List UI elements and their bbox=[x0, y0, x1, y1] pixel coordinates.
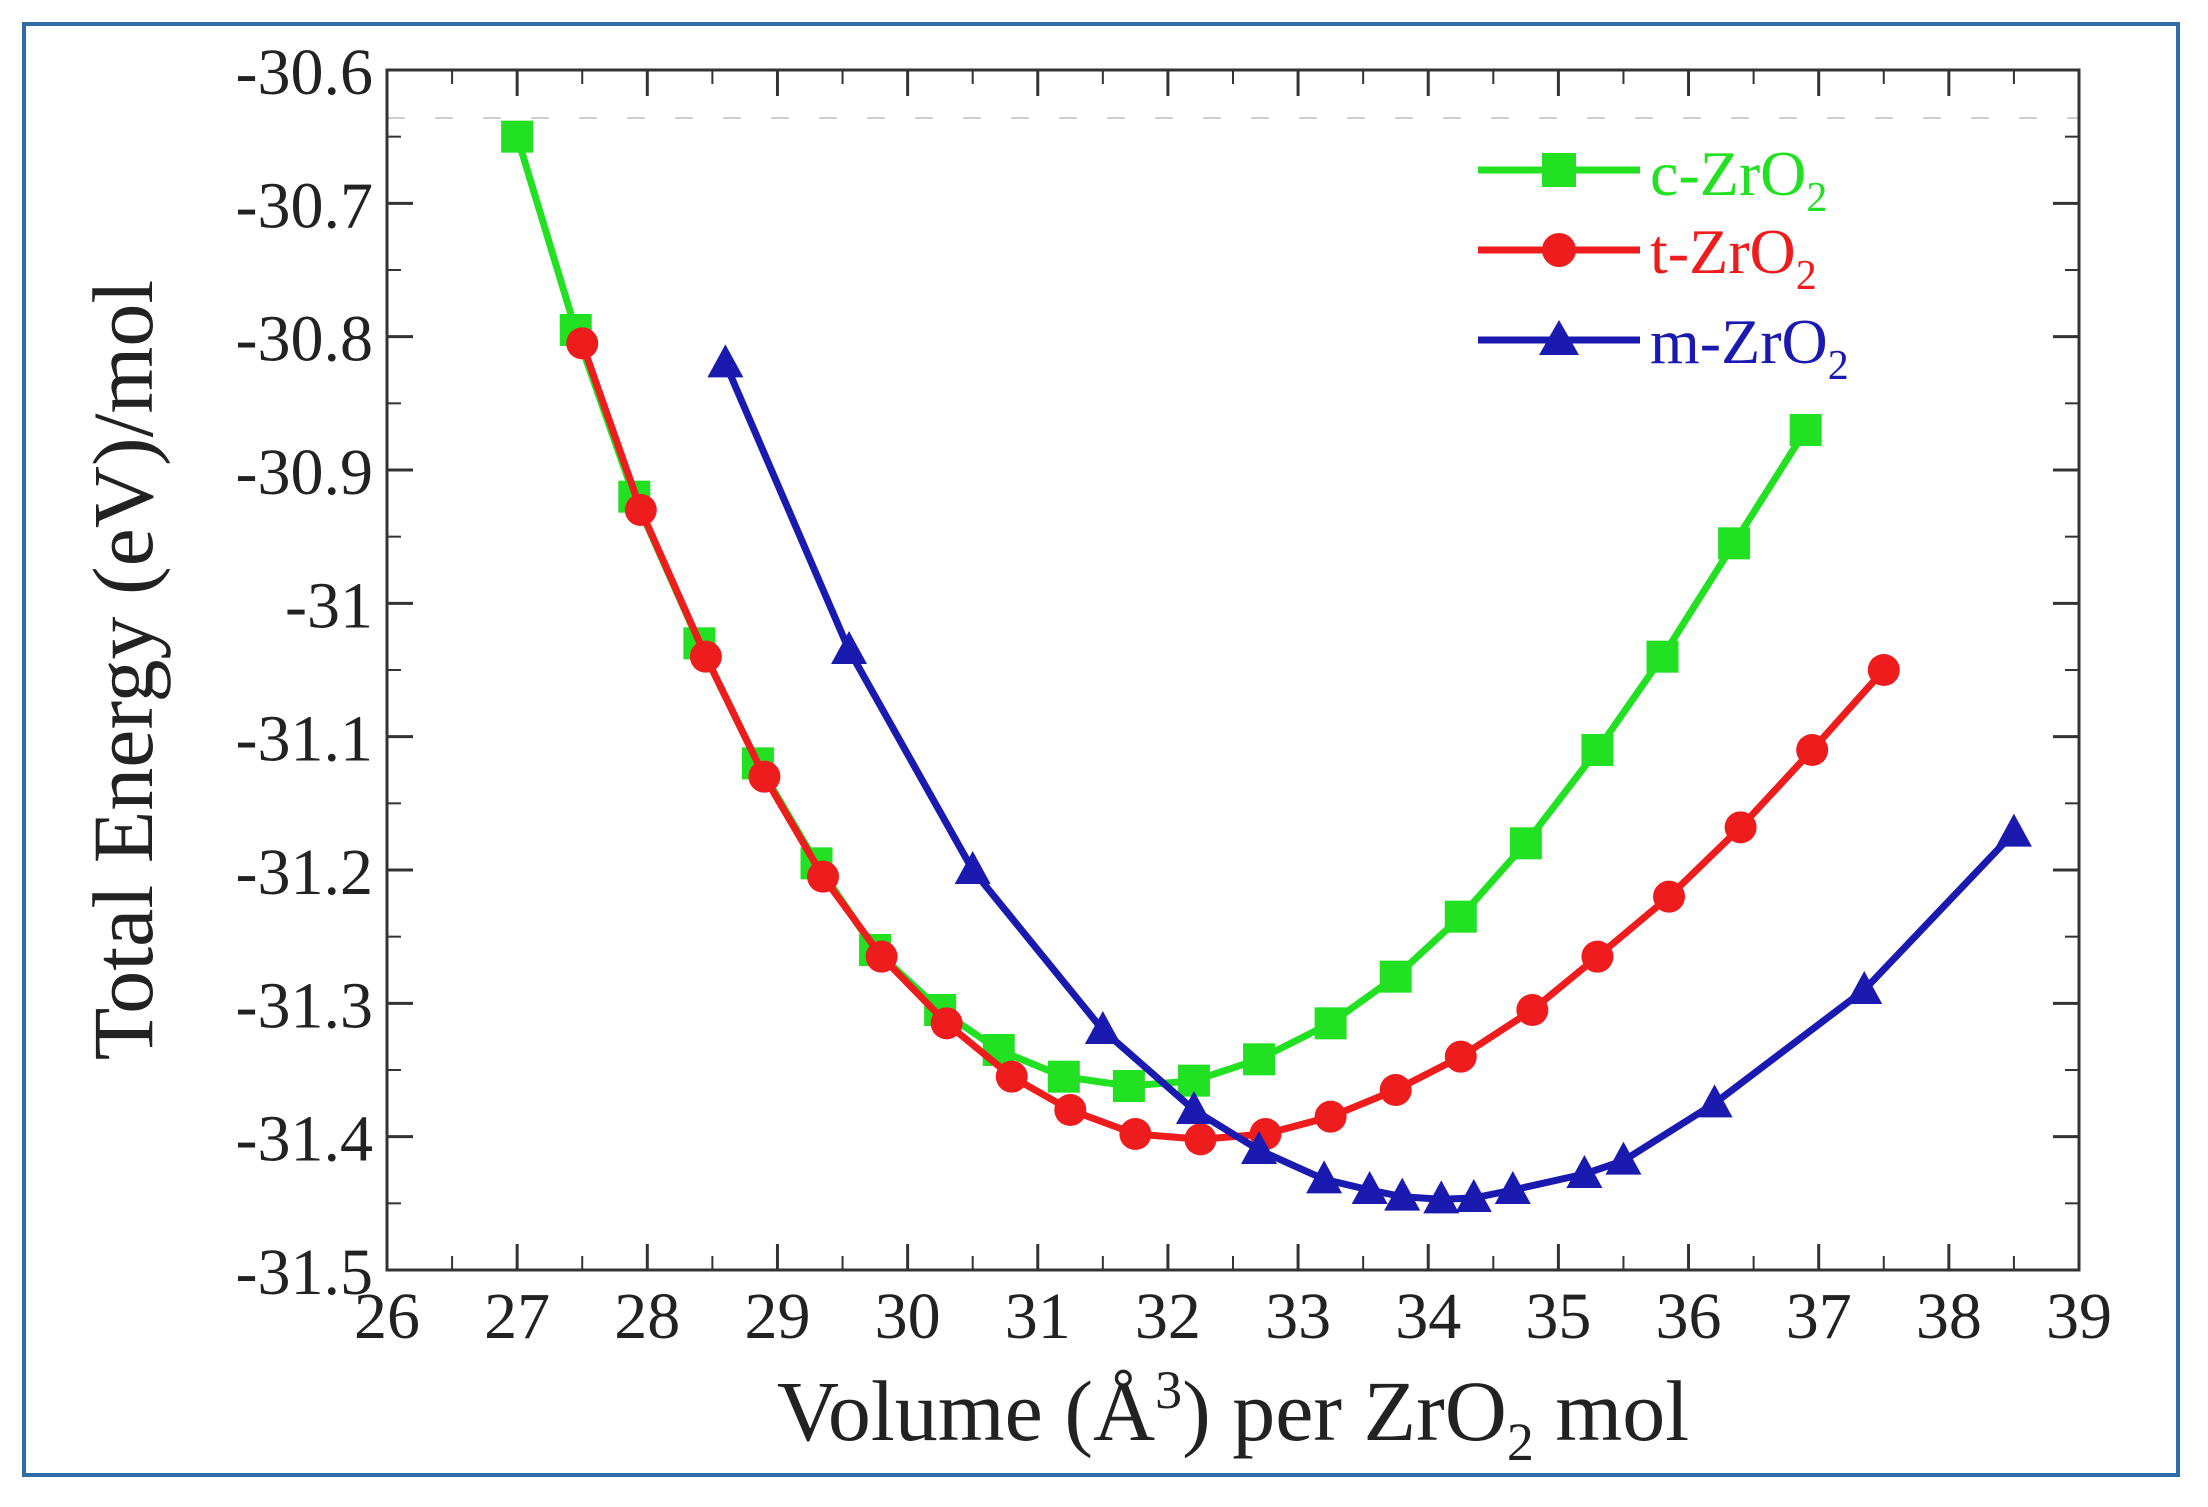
point-c-ZrO2-19 bbox=[1718, 527, 1751, 560]
point-t-ZrO2-10 bbox=[1184, 1123, 1217, 1156]
point-m-ZrO2-8 bbox=[1384, 1177, 1421, 1211]
y-tick-label-3: -30.9 bbox=[236, 436, 373, 509]
point-m-ZrO2-15 bbox=[1846, 971, 1883, 1004]
point-c-ZrO2-14 bbox=[1379, 960, 1412, 993]
point-t-ZrO2-12 bbox=[1314, 1100, 1347, 1133]
point-c-ZrO2-15 bbox=[1444, 900, 1477, 933]
point-t-ZrO2-17 bbox=[1653, 880, 1686, 913]
point-t-ZrO2-18 bbox=[1724, 811, 1757, 844]
legend-item-t-zro2: t-ZrO2 bbox=[1478, 216, 1817, 299]
x-tick-label-34: 34 bbox=[1395, 1280, 1461, 1353]
point-m-ZrO2-4 bbox=[1175, 1091, 1212, 1124]
x-axis-label: Volume (Å3) per ZrO2 mol bbox=[777, 1360, 1689, 1472]
legend-label-m-zro2: m-ZrO2 bbox=[1650, 306, 1849, 389]
x-tick-label-32: 32 bbox=[1135, 1280, 1201, 1353]
y-tick-label-1: -30.7 bbox=[236, 169, 373, 242]
legend-marker-t-zro2 bbox=[1542, 233, 1576, 267]
point-t-ZrO2-13 bbox=[1379, 1074, 1412, 1106]
point-t-ZrO2-8 bbox=[1054, 1094, 1087, 1126]
point-c-ZrO2-13 bbox=[1314, 1007, 1347, 1040]
x-tick-label-26: 26 bbox=[354, 1280, 420, 1353]
y-axis-label: Total Energy (eV)/mol bbox=[75, 280, 171, 1061]
legend-item-c-zro2: c-ZrO2 bbox=[1478, 138, 1827, 221]
point-t-ZrO2-0 bbox=[566, 327, 599, 360]
point-t-ZrO2-4 bbox=[807, 860, 840, 893]
point-m-ZrO2-3 bbox=[1084, 1011, 1121, 1044]
x-tick-label-31: 31 bbox=[1005, 1280, 1071, 1353]
point-t-ZrO2-15 bbox=[1516, 994, 1549, 1026]
legend: c-ZrO2 t-ZrO2 m-ZrO2 bbox=[1478, 138, 1849, 389]
point-m-ZrO2-13 bbox=[1605, 1141, 1642, 1175]
point-m-ZrO2-10 bbox=[1455, 1179, 1492, 1212]
x-tick-label-27: 27 bbox=[484, 1280, 550, 1353]
point-m-ZrO2-7 bbox=[1351, 1171, 1388, 1204]
legend-label-c-zro2: c-ZrO2 bbox=[1650, 138, 1827, 221]
x-tick-label-38: 38 bbox=[1916, 1280, 1982, 1353]
point-c-ZrO2-10 bbox=[1112, 1070, 1145, 1102]
x-tick-label-28: 28 bbox=[614, 1280, 680, 1353]
point-c-ZrO2-17 bbox=[1581, 734, 1614, 766]
point-m-ZrO2-14 bbox=[1696, 1084, 1733, 1118]
point-t-ZrO2-16 bbox=[1581, 940, 1614, 973]
series-line-t-ZrO2 bbox=[578, 342, 1887, 1143]
series-layer bbox=[501, 120, 2032, 1214]
series-m-ZrO2 bbox=[707, 344, 2032, 1214]
point-c-ZrO2-0 bbox=[501, 120, 534, 153]
point-m-ZrO2-5 bbox=[1241, 1131, 1278, 1164]
legend-marker-m-zro2 bbox=[1539, 320, 1579, 355]
y-tick-label-4: -31 bbox=[285, 569, 373, 642]
point-m-ZrO2-2 bbox=[954, 851, 991, 884]
x-tick-label-36: 36 bbox=[1656, 1280, 1722, 1353]
legend-item-m-zro2: m-ZrO2 bbox=[1478, 306, 1849, 389]
y-tick-label-8: -31.4 bbox=[236, 1103, 373, 1176]
point-t-ZrO2-7 bbox=[995, 1060, 1028, 1093]
point-t-ZrO2-14 bbox=[1444, 1040, 1477, 1073]
series-t-ZrO2 bbox=[566, 327, 1900, 1156]
series-line-m-ZrO2 bbox=[722, 361, 2017, 1203]
plot-area bbox=[385, 68, 2081, 1272]
point-c-ZrO2-9 bbox=[1047, 1060, 1080, 1093]
point-t-ZrO2-3 bbox=[748, 760, 781, 793]
point-m-ZrO2-12 bbox=[1566, 1155, 1603, 1188]
point-t-ZrO2-1 bbox=[624, 494, 657, 526]
point-t-ZrO2-5 bbox=[865, 940, 898, 973]
point-c-ZrO2-12 bbox=[1243, 1043, 1276, 1076]
point-t-ZrO2-6 bbox=[930, 1007, 963, 1040]
y-tick-label-9: -31.5 bbox=[236, 1236, 373, 1309]
x-tick-label-39: 39 bbox=[2046, 1280, 2112, 1353]
point-m-ZrO2-1 bbox=[831, 631, 868, 664]
x-tick-label-37: 37 bbox=[1786, 1280, 1852, 1353]
point-c-ZrO2-20 bbox=[1789, 414, 1822, 446]
x-tick-label-29: 29 bbox=[744, 1280, 810, 1353]
point-m-ZrO2-9 bbox=[1423, 1180, 1460, 1214]
point-c-ZrO2-16 bbox=[1509, 827, 1542, 860]
point-m-ZrO2-16 bbox=[1995, 813, 2032, 847]
axis-ticks: 26 27 28 29 30 31 32 33 34 35 36 37 38 39 -30.6 -30.7 -3… bbox=[236, 36, 2112, 1353]
legend-marker-c-zro2 bbox=[1542, 153, 1576, 187]
y-tick-label-7: -31.3 bbox=[236, 969, 373, 1042]
point-t-ZrO2-2 bbox=[689, 640, 722, 673]
point-c-ZrO2-18 bbox=[1646, 640, 1679, 673]
x-tick-label-30: 30 bbox=[875, 1280, 941, 1353]
y-tick-label-5: -31.1 bbox=[236, 703, 373, 776]
point-t-ZrO2-9 bbox=[1119, 1118, 1152, 1150]
y-tick-label-2: -30.8 bbox=[236, 303, 373, 376]
series-c-ZrO2 bbox=[501, 120, 1822, 1102]
y-tick-label-0: -30.6 bbox=[236, 36, 373, 109]
point-m-ZrO2-0 bbox=[707, 344, 744, 378]
point-t-ZrO2-20 bbox=[1867, 654, 1900, 686]
point-m-ZrO2-11 bbox=[1494, 1171, 1531, 1204]
y-tick-label-6: -31.2 bbox=[236, 836, 373, 909]
x-tick-label-35: 35 bbox=[1525, 1280, 1591, 1353]
x-tick-label-33: 33 bbox=[1265, 1280, 1331, 1353]
point-t-ZrO2-19 bbox=[1796, 734, 1829, 766]
legend-label-t-zro2: t-ZrO2 bbox=[1650, 216, 1817, 299]
point-m-ZrO2-6 bbox=[1306, 1160, 1343, 1194]
